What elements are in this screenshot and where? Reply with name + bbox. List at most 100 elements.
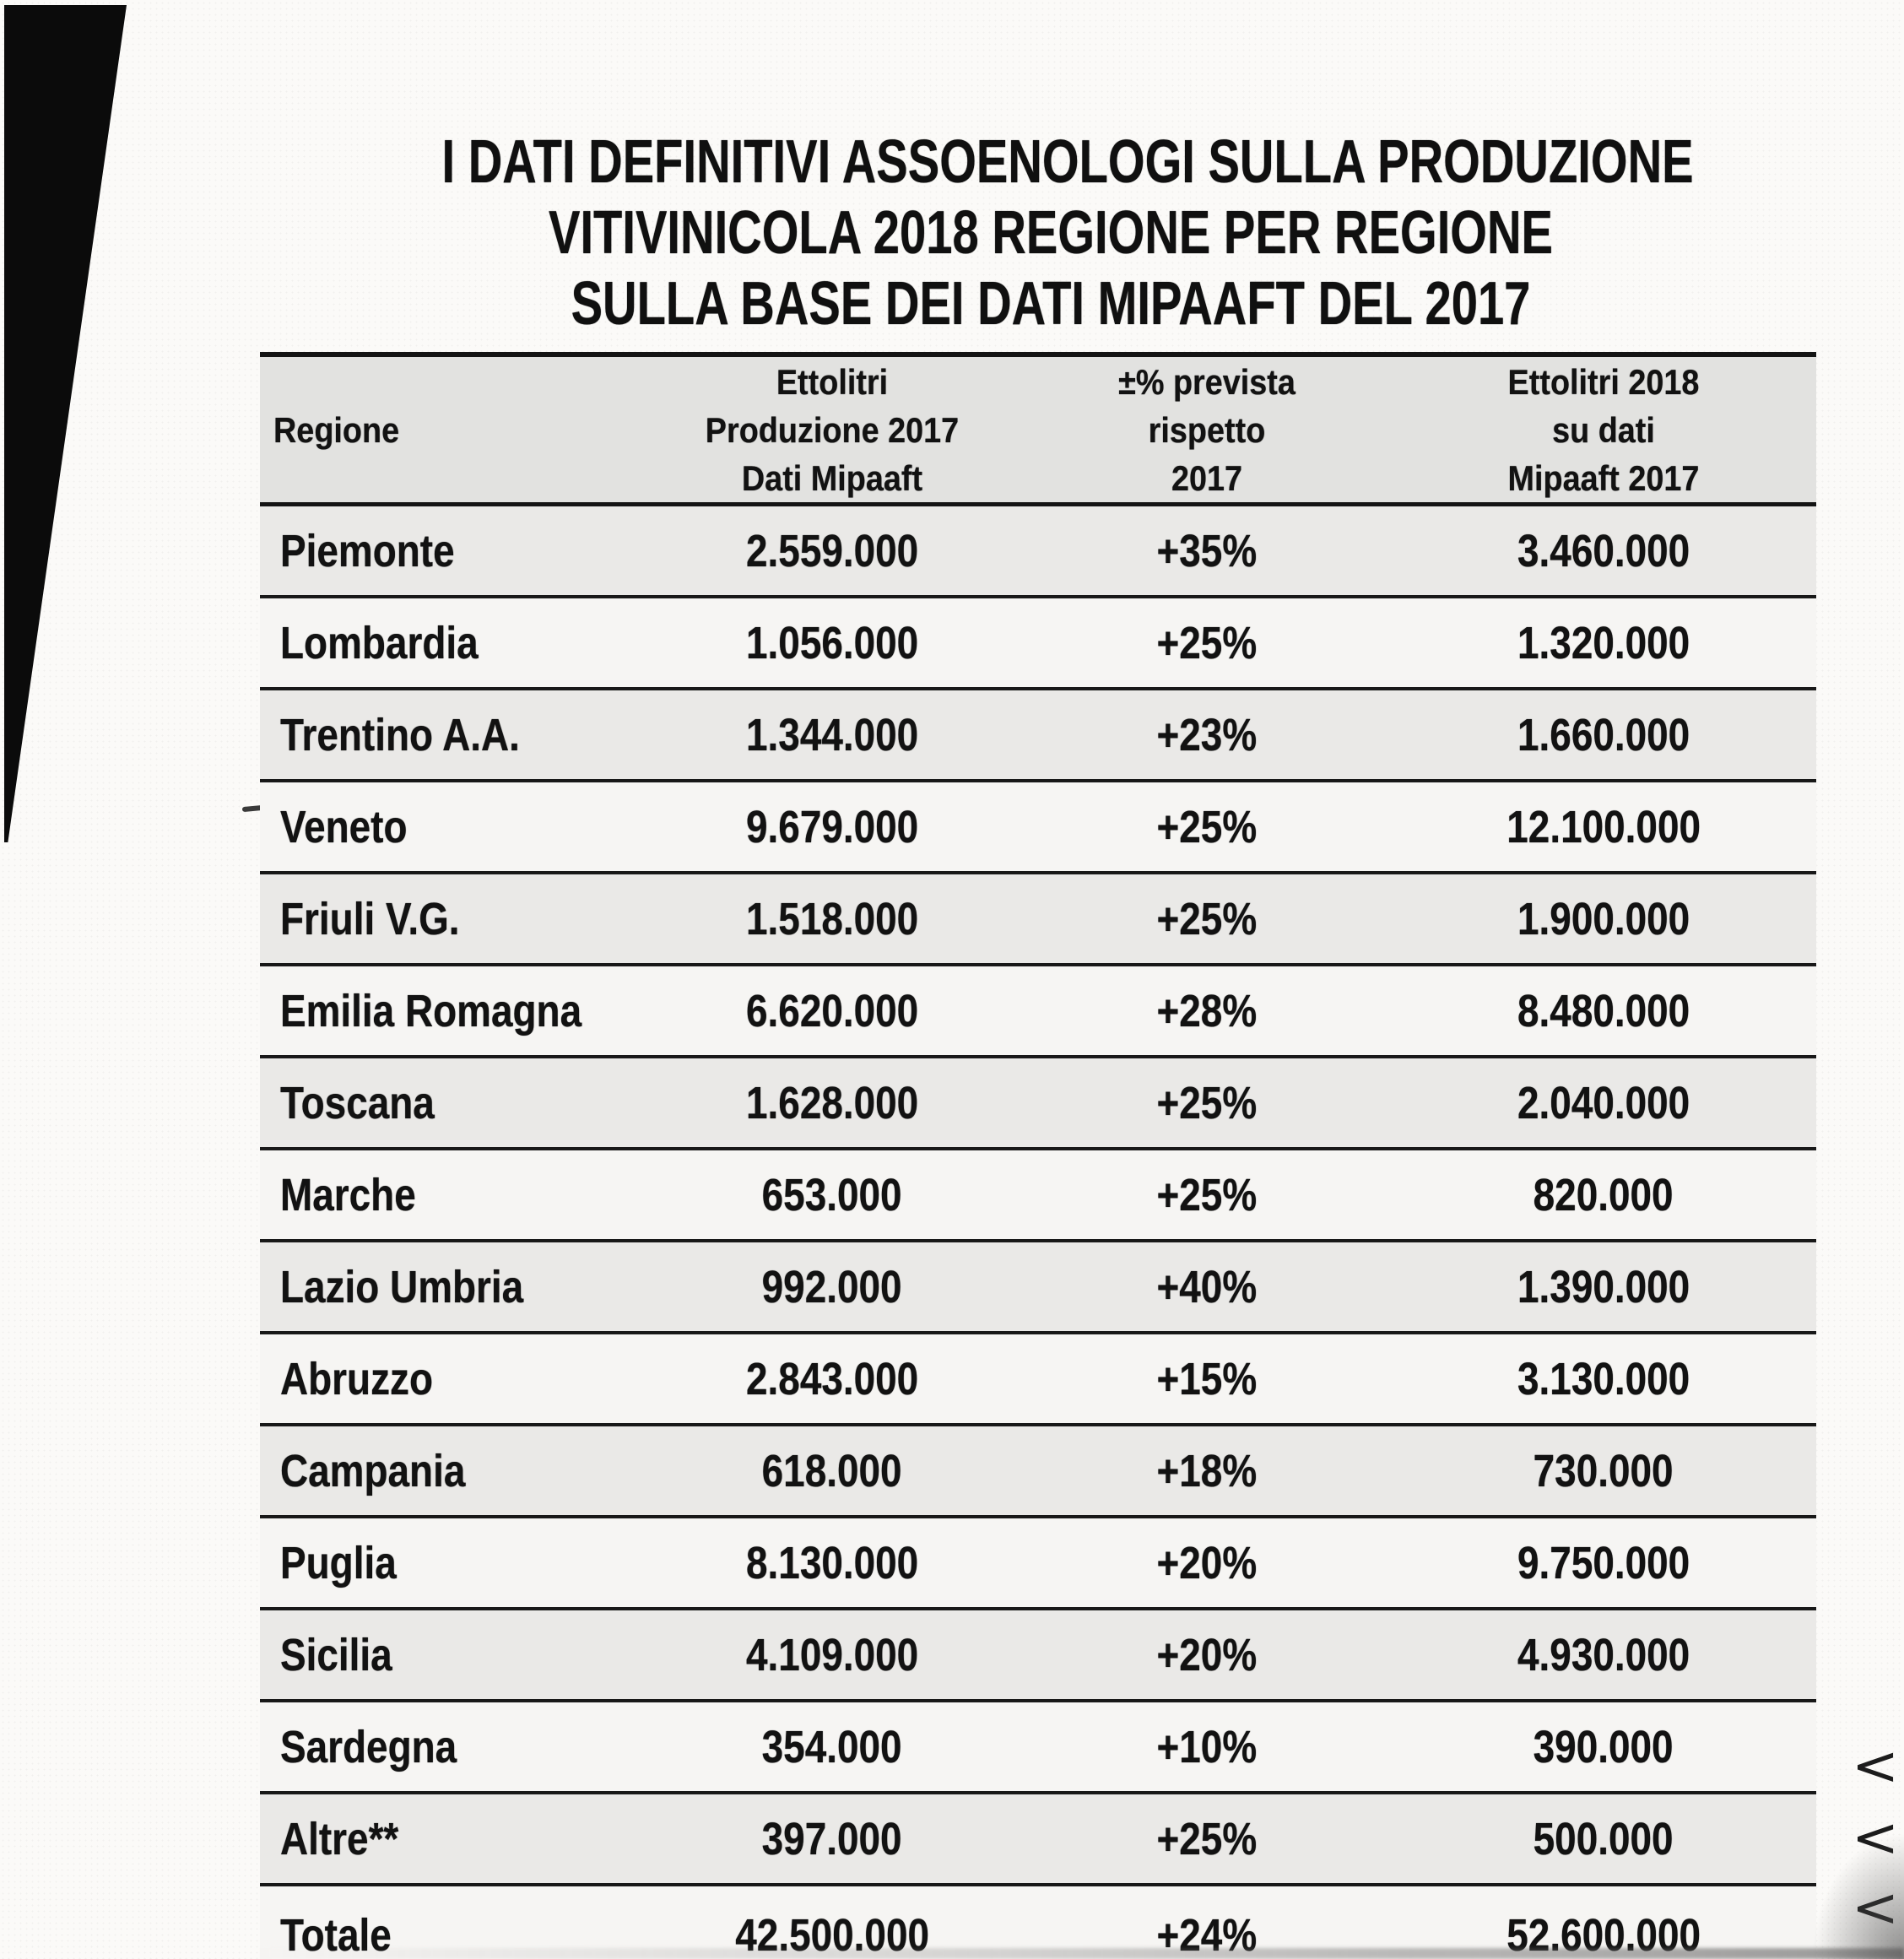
header-line: 2017 [1171,457,1243,498]
table-row: Lazio Umbria 992.000 +40% 1.390.000 [260,1242,1816,1334]
cell-text: 8.130.000 [745,1537,919,1588]
header-line: ±% prevista [1118,361,1295,402]
production-2017-cell: 992.000 [641,1261,1023,1313]
cell-text: Piemonte [280,525,455,576]
cell-text: 12.100.000 [1506,801,1701,852]
production-2018-cell: 1.900.000 [1391,893,1816,945]
cell-text: 1.900.000 [1517,893,1690,944]
production-2018-cell: 4.930.000 [1391,1629,1816,1681]
header-cell-production-2018: Ettolitri 2018 su dati Mipaaft 2017 [1391,358,1816,502]
cell-text: 1.628.000 [745,1077,919,1128]
cell-text: 9.750.000 [1517,1537,1690,1588]
scan-bottom-shadow [253,1948,1904,1959]
production-2018-cell: 1.660.000 [1391,709,1816,761]
cell-text: Trentino A.A. [280,709,520,760]
scan-corner-shadow [1811,1832,1904,1959]
cell-text: 653.000 [762,1169,902,1220]
cell-text: 9.679.000 [745,801,919,852]
cell-text: Abruzzo [280,1353,434,1404]
cell-text: 2.040.000 [1517,1077,1690,1128]
header-line: Produzione 2017 [705,409,960,450]
table-row: Emilia Romagna 6.620.000 +28% 8.480.000 [260,966,1816,1058]
region-cell: Altre** [260,1813,641,1865]
variation-cell: +25% [1023,801,1391,853]
cell-text: 1.518.000 [745,893,919,944]
production-2017-cell: 1.518.000 [641,893,1023,945]
cell-text: Friuli V.G. [280,893,460,944]
cell-text: 397.000 [762,1813,902,1864]
region-cell: Piemonte [260,525,641,577]
variation-cell: +25% [1023,1077,1391,1129]
production-2018-cell: 12.100.000 [1391,801,1816,853]
cell-text: Sardegna [280,1721,457,1772]
cell-text: 618.000 [762,1445,902,1496]
production-2018-cell: 500.000 [1391,1813,1816,1865]
header-line: Mipaaft 2017 [1507,457,1700,498]
cell-text: 2.559.000 [745,525,919,576]
header-line: Dati Mipaaft [741,457,923,498]
cell-text: +10% [1156,1721,1258,1772]
production-2017-cell: 9.679.000 [641,801,1023,853]
page-title: I DATI DEFINITIVI ASSOENOLOGI SULLA PROD… [270,127,1831,339]
cell-text: Veneto [280,801,408,852]
production-2017-cell: 8.130.000 [641,1537,1023,1589]
cell-text: +20% [1156,1537,1258,1588]
production-table: Regione Ettolitri Produzione 2017 Dati M… [260,352,1816,1959]
cell-text: 730.000 [1533,1445,1674,1496]
title-line-2: VITIVINICOLA 2018 REGIONE PER REGIONE [548,199,1554,267]
table-row: Piemonte 2.559.000 +35% 3.460.000 [260,506,1816,598]
variation-cell: +18% [1023,1445,1391,1497]
table-row: Campania 618.000 +18% 730.000 [260,1426,1816,1518]
cell-text: 820.000 [1533,1169,1674,1220]
header-line: rispetto [1148,409,1266,450]
cell-text: +35% [1156,525,1258,576]
production-2017-cell: 354.000 [641,1721,1023,1773]
header-regione-label: Regione [273,409,400,450]
table-row: Abruzzo 2.843.000 +15% 3.130.000 [260,1334,1816,1426]
variation-cell: +15% [1023,1353,1391,1405]
cell-text: Lazio Umbria [280,1261,524,1312]
production-2018-cell: 1.390.000 [1391,1261,1816,1313]
table-row: Marche 653.000 +25% 820.000 [260,1150,1816,1242]
production-2018-cell: 2.040.000 [1391,1077,1816,1129]
region-cell: Puglia [260,1537,641,1589]
variation-cell: +20% [1023,1537,1391,1589]
variation-cell: +25% [1023,1169,1391,1221]
cell-text: +25% [1156,617,1258,668]
table-row: Puglia 8.130.000 +20% 9.750.000 [260,1518,1816,1610]
cell-text: 4.930.000 [1517,1629,1690,1680]
region-cell: Trentino A.A. [260,709,641,761]
production-2017-cell: 618.000 [641,1445,1023,1497]
region-cell: Lombardia [260,617,641,669]
region-cell: Friuli V.G. [260,893,641,945]
production-2018-cell: 3.130.000 [1391,1353,1816,1405]
cell-text: Emilia Romagna [280,985,582,1036]
cell-text: +40% [1156,1261,1258,1312]
production-2017-cell: 397.000 [641,1813,1023,1865]
table-row: Sardegna 354.000 +10% 390.000 [260,1702,1816,1794]
cell-text: +15% [1156,1353,1258,1404]
cell-text: 390.000 [1533,1721,1674,1772]
production-2017-cell: 1.628.000 [641,1077,1023,1129]
variation-cell: +25% [1023,617,1391,669]
table-row: Altre** 397.000 +25% 500.000 [260,1794,1816,1886]
cell-text: 3.130.000 [1517,1353,1690,1404]
variation-cell: +28% [1023,985,1391,1037]
variation-cell: +35% [1023,525,1391,577]
table-body: Piemonte 2.559.000 +35% 3.460.000 Lombardia 1… [260,506,1816,1959]
title-line-3: SULLA BASE DEI DATI MIPAAFT DEL 2017 [571,270,1531,338]
cell-text: +18% [1156,1445,1258,1496]
production-2018-cell: 3.460.000 [1391,525,1816,577]
cell-text: +25% [1156,801,1258,852]
header-cell-variation: ±% prevista rispetto 2017 [1023,358,1391,502]
region-cell: Abruzzo [260,1353,641,1405]
cell-text: 1.320.000 [1517,617,1690,668]
table-row: Friuli V.G. 1.518.000 +25% 1.900.000 [260,874,1816,966]
cell-text: +25% [1156,1169,1258,1220]
cell-text: 3.460.000 [1517,525,1690,576]
cell-text: Sicilia [280,1629,392,1680]
cell-text: 1.660.000 [1517,709,1690,760]
production-2017-cell: 4.109.000 [641,1629,1023,1681]
production-2018-cell: 9.750.000 [1391,1537,1816,1589]
region-cell: Veneto [260,801,641,853]
